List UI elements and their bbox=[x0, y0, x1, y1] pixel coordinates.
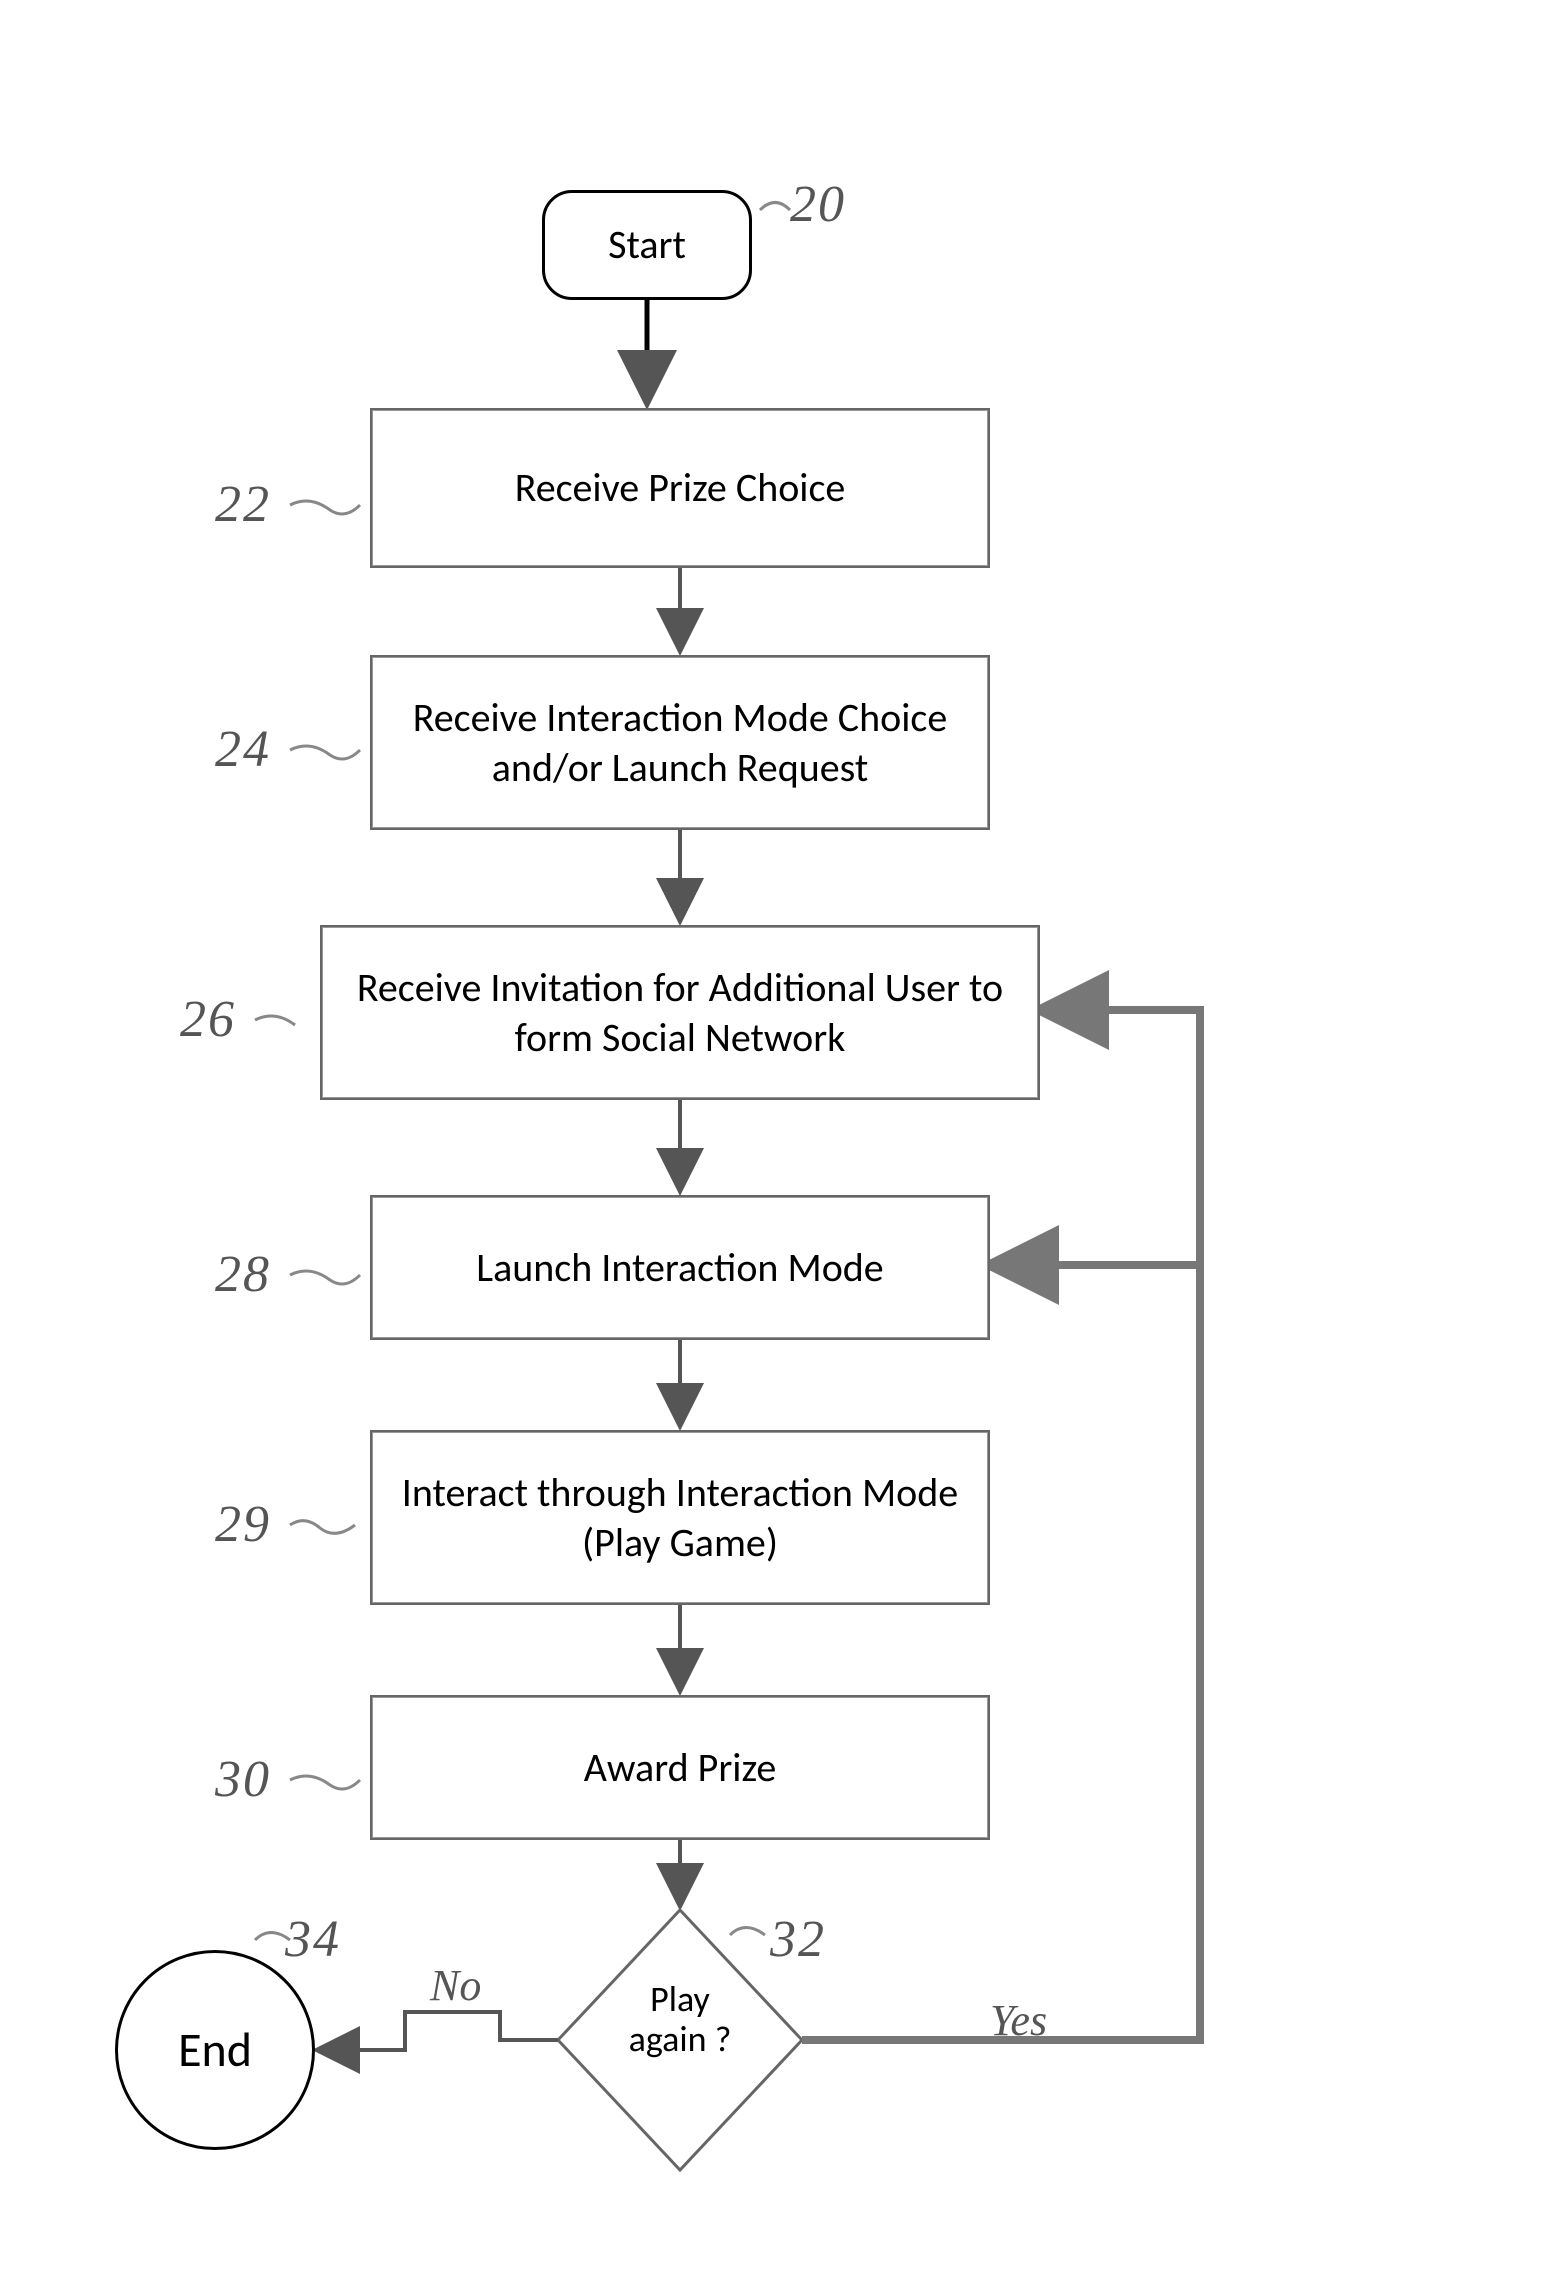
end-label: End bbox=[178, 2020, 252, 2080]
edge-label-yes: Yes bbox=[990, 1995, 1047, 2046]
end-node: End bbox=[115, 1950, 315, 2150]
ref-34: 34 bbox=[285, 1910, 341, 1969]
edge-label-no: No bbox=[430, 1960, 481, 2011]
flowchart-container: Start 20 Receive Prize Choice 22 Receive… bbox=[0, 0, 1542, 2271]
n32-label: Play again ? bbox=[629, 1977, 732, 2061]
ref-29: 29 bbox=[215, 1495, 271, 1554]
ref-32: 32 bbox=[770, 1910, 826, 1969]
ref-26: 26 bbox=[180, 990, 236, 1049]
decision-play-again: Play again ? bbox=[620, 1980, 740, 2059]
start-label: Start bbox=[608, 220, 686, 270]
process-receive-mode: Receive Interaction Mode Choice and/or L… bbox=[370, 655, 990, 830]
n22-label: Receive Prize Choice bbox=[515, 463, 846, 513]
process-launch-mode: Launch Interaction Mode bbox=[370, 1195, 990, 1340]
ref-20: 20 bbox=[790, 175, 846, 234]
n26-label: Receive Invitation for Additional User t… bbox=[332, 963, 1028, 1063]
process-award: Award Prize bbox=[370, 1695, 990, 1840]
process-receive-prize: Receive Prize Choice bbox=[370, 408, 990, 568]
ref-28: 28 bbox=[215, 1245, 271, 1304]
ref-22: 22 bbox=[215, 475, 271, 534]
process-interact: Interact through Interaction Mode (Play … bbox=[370, 1430, 990, 1605]
n28-label: Launch Interaction Mode bbox=[476, 1243, 883, 1293]
n29-label: Interact through Interaction Mode (Play … bbox=[382, 1468, 978, 1568]
ref-24: 24 bbox=[215, 720, 271, 779]
process-invitation: Receive Invitation for Additional User t… bbox=[320, 925, 1040, 1100]
n24-label: Receive Interaction Mode Choice and/or L… bbox=[382, 693, 978, 793]
ref-30: 30 bbox=[215, 1750, 271, 1809]
n30-label: Award Prize bbox=[584, 1743, 777, 1793]
start-node: Start bbox=[542, 190, 752, 300]
